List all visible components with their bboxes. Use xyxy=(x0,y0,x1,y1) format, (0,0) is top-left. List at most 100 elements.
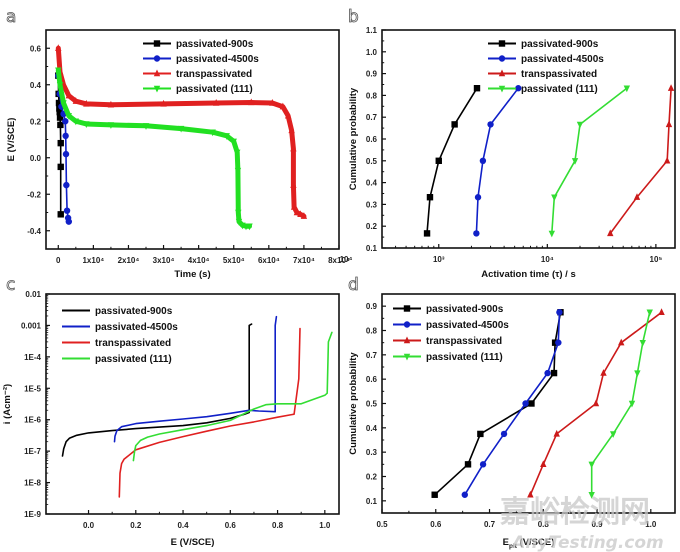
legend-swatch-marker xyxy=(153,40,161,47)
data-point xyxy=(550,369,558,377)
data-point xyxy=(515,85,522,92)
y-tick-label: 0.2 xyxy=(30,117,42,126)
panel-d: d 0.5 0.6 0.7 0.8 0.9 1.0 0.1 0.2 0.3 0.4 0.5 0.6 0.7… xyxy=(348,275,676,550)
data-point xyxy=(522,400,529,407)
legend-label: passivated-900s xyxy=(176,39,254,50)
legend-item: passivated (111) xyxy=(62,354,172,365)
legend-label: transpassivated xyxy=(426,336,502,347)
data-point xyxy=(235,209,242,217)
legend-label: passivated-4500s xyxy=(95,322,178,333)
x-tick-label: 0.6 xyxy=(430,520,442,529)
data-point xyxy=(487,121,494,128)
data-point xyxy=(431,491,438,498)
y-tick-label: -0.4 xyxy=(27,227,41,236)
data-point xyxy=(464,461,472,468)
data-point xyxy=(83,121,90,128)
data-point xyxy=(72,97,80,104)
y-tick-label: 0.6 xyxy=(366,375,378,384)
y-tick-label: 0.0 xyxy=(30,154,42,163)
data-point xyxy=(57,163,64,171)
legend-swatch-marker xyxy=(403,321,411,328)
data-point xyxy=(60,100,67,107)
x-tick-label: 0.6 xyxy=(225,521,237,530)
x-tick-label: 4x10⁴ xyxy=(188,256,210,265)
x-tick-label-extra: 10⁴ xyxy=(340,255,353,264)
legend-item: passivated-900s xyxy=(393,304,504,315)
series-passivated-900s xyxy=(423,85,481,237)
legend-item: transpassivated xyxy=(393,336,502,347)
y-tick-label: 1.1 xyxy=(366,26,378,35)
panel-letter: b xyxy=(348,7,359,27)
data-point xyxy=(548,230,556,238)
data-point xyxy=(665,120,673,128)
panel-b: b 10³ 10⁴ 10⁵ 10⁴ 0.1 0.2 0.3 0.4 0.5 0.6 0.7 0.8 0.9… xyxy=(340,7,676,280)
plot-area xyxy=(431,308,665,499)
legend-label: passivated-900s xyxy=(95,306,173,317)
data-point xyxy=(63,207,71,214)
data-point xyxy=(633,193,641,200)
data-point xyxy=(588,461,595,469)
x-tick-label: 0.8 xyxy=(538,520,550,529)
y-tick-label: 0.01 xyxy=(25,290,41,299)
watermark-cn: 嘉峪检测网 xyxy=(500,495,650,530)
data-point xyxy=(607,229,614,237)
legend-item: transpassivated xyxy=(62,338,171,349)
x-tick-label: 0.8 xyxy=(272,521,284,530)
data-point xyxy=(65,91,73,99)
plot-area xyxy=(423,84,675,238)
data-point xyxy=(477,430,484,438)
data-point xyxy=(290,203,298,210)
legend-swatch-marker xyxy=(403,336,411,344)
data-point xyxy=(451,121,458,128)
data-point xyxy=(435,157,442,164)
data-point xyxy=(56,82,64,89)
series-transpassivated xyxy=(55,44,308,219)
panel-a: a 0 1x10⁴ 2x10⁴ 3x10⁴ 4x10⁴ 5x10⁴ 6x10⁴ 7x10⁴ 8x1… xyxy=(6,7,350,280)
data-point xyxy=(65,218,73,225)
series-line xyxy=(132,331,333,462)
x-tick-label: 1x10⁴ xyxy=(82,256,104,265)
data-point xyxy=(107,122,115,129)
data-point xyxy=(473,85,481,92)
legend-item: passivated-4500s xyxy=(143,54,259,65)
data-point xyxy=(658,308,665,315)
data-point xyxy=(473,230,480,237)
x-tick-label: 0.7 xyxy=(484,520,496,529)
legend-label: passivated (111) xyxy=(521,84,598,95)
legend-label: transpassivated xyxy=(176,69,252,80)
y-tick-label: 0.7 xyxy=(366,113,378,122)
legend: passivated-900s passivated-4500s transpass… xyxy=(62,306,178,365)
data-point xyxy=(56,114,64,121)
y-tick-label: 0.5 xyxy=(366,400,378,409)
series-line xyxy=(426,87,478,235)
x-tick-label: 10³ xyxy=(433,255,445,264)
data-point xyxy=(235,218,243,226)
data-point xyxy=(56,108,63,116)
data-point xyxy=(639,339,646,347)
y-tick-label: 0.4 xyxy=(366,179,378,188)
data-point xyxy=(107,100,115,108)
legend-label: passivated-900s xyxy=(521,39,599,50)
watermark-en: AnyTesting.com xyxy=(510,533,664,552)
x-axis-title-sub: pit xyxy=(509,543,518,550)
y-tick-label: 0.1 xyxy=(366,497,378,506)
y-axis-title: Cumulative probability xyxy=(348,352,359,455)
data-point xyxy=(628,400,636,408)
data-point xyxy=(474,194,482,201)
y-tick-label: 0.8 xyxy=(366,91,378,100)
y-tick-label: 1E-6 xyxy=(24,416,41,425)
legend-swatch-marker xyxy=(153,69,161,77)
data-point xyxy=(230,138,237,146)
series-line xyxy=(590,311,651,496)
x-axis-title: Epit (V/SCE) xyxy=(503,537,555,550)
legend-label: passivated-4500s xyxy=(521,54,604,65)
x-tick-label: 6x10⁴ xyxy=(258,256,280,265)
x-tick-label: 2x10⁴ xyxy=(118,256,140,265)
x-tick-label: 7x10⁴ xyxy=(293,256,315,265)
y-axis-title: i (Acm⁻²) xyxy=(2,384,13,424)
data-point xyxy=(600,369,607,376)
x-axis-title-rest: (V/SCE) xyxy=(517,537,554,548)
y-tick-label: -0.2 xyxy=(27,190,41,199)
series-passivated-111- xyxy=(588,309,653,499)
panel-letter: a xyxy=(6,7,16,27)
